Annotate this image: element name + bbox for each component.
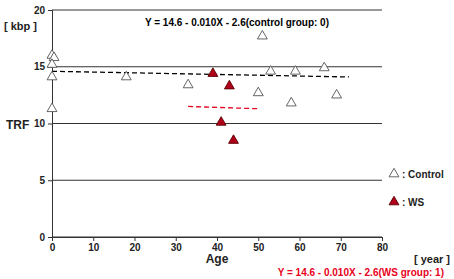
points [47, 30, 341, 143]
grid-line [52, 180, 382, 181]
point [121, 71, 131, 80]
tick-mark [176, 237, 177, 241]
y-units: [ kbp ] [4, 20, 37, 32]
tick: 70 [336, 237, 348, 253]
axis-line [48, 11, 53, 238]
tick: 20 [34, 5, 52, 16]
tick: 10 [88, 237, 100, 253]
tick-label: 70 [336, 242, 348, 253]
point [319, 62, 329, 71]
annotation: Y = 14.6 - 0.010X - 2.6(WS group: 1) [278, 267, 444, 278]
x-units: [ year ] [414, 253, 450, 265]
tick-label: 50 [253, 242, 265, 253]
tick-mark [382, 237, 383, 241]
tick-mark [217, 237, 218, 241]
axis-line [53, 238, 383, 242]
grid-line [52, 10, 382, 11]
tick-mark [48, 237, 52, 238]
legend-symbol [389, 168, 399, 177]
legend: : Control : WS [389, 168, 444, 208]
point [47, 59, 57, 68]
tick: 80 [377, 237, 389, 253]
annotation: Y = 14.6 - 0.010X - 2.6(control group: 0… [145, 17, 329, 28]
tick-label: 80 [377, 242, 389, 253]
tick-label: 0 [39, 232, 45, 243]
y-axis: 0 5 10 15 20 [34, 5, 53, 243]
tick-label: 30 [171, 242, 183, 253]
tick-mark [48, 124, 52, 125]
tick-label: 0 [50, 242, 56, 253]
labels: [ kbp ] TRF Age [ year ] Y = 14.6 - 0.010X -… [4, 17, 450, 278]
tick-label: 15 [34, 61, 46, 72]
point [229, 135, 239, 144]
legend-label: : WS [402, 197, 425, 208]
point [208, 68, 218, 77]
point [47, 71, 57, 80]
tick-mark [300, 237, 301, 241]
legend-symbol [389, 196, 399, 205]
tick-mark [341, 237, 342, 241]
point [332, 89, 342, 98]
legend-label: : Control [402, 169, 444, 180]
point [286, 97, 296, 106]
x-axis: 0 10 20 30 40 50 60 70 80 [50, 237, 389, 253]
point [49, 52, 59, 61]
grid-line [52, 66, 382, 67]
y-label: TRF [6, 118, 29, 132]
chart: 0102030405060708005101520[ kbp ]TRFAge[ … [0, 0, 454, 279]
trend-line [52, 71, 349, 77]
point [266, 66, 276, 75]
point [290, 66, 300, 75]
tick-mark [258, 237, 259, 241]
point [216, 117, 226, 126]
point [224, 80, 234, 89]
tick-label: 10 [88, 242, 100, 253]
tick: 0 [50, 237, 56, 253]
tick-mark [48, 180, 52, 181]
tick: 40 [212, 237, 224, 253]
tick: 5 [39, 175, 52, 186]
lines [52, 71, 349, 108]
point [47, 103, 57, 112]
tick: 50 [253, 237, 265, 253]
tick-label: 5 [39, 175, 45, 186]
tick-mark [48, 10, 52, 11]
tick: 20 [129, 237, 141, 253]
x-label: Age [206, 252, 229, 266]
tick-label: 60 [294, 242, 306, 253]
plot: 0 10 20 30 40 50 60 70 80 0 5 10 15 20 [34, 5, 389, 253]
tick-label: 10 [34, 118, 46, 129]
tick: 60 [294, 237, 306, 253]
point [253, 87, 263, 96]
tick-mark [93, 237, 94, 241]
trend-line [188, 106, 258, 108]
tick-label: 20 [129, 242, 141, 253]
tick-label: 20 [34, 5, 46, 16]
grid [52, 10, 382, 237]
point [183, 79, 193, 88]
tick: 10 [34, 118, 52, 129]
tick: 30 [171, 237, 183, 253]
point [257, 30, 267, 39]
tick-mark [135, 237, 136, 241]
tick: 0 [39, 232, 52, 243]
